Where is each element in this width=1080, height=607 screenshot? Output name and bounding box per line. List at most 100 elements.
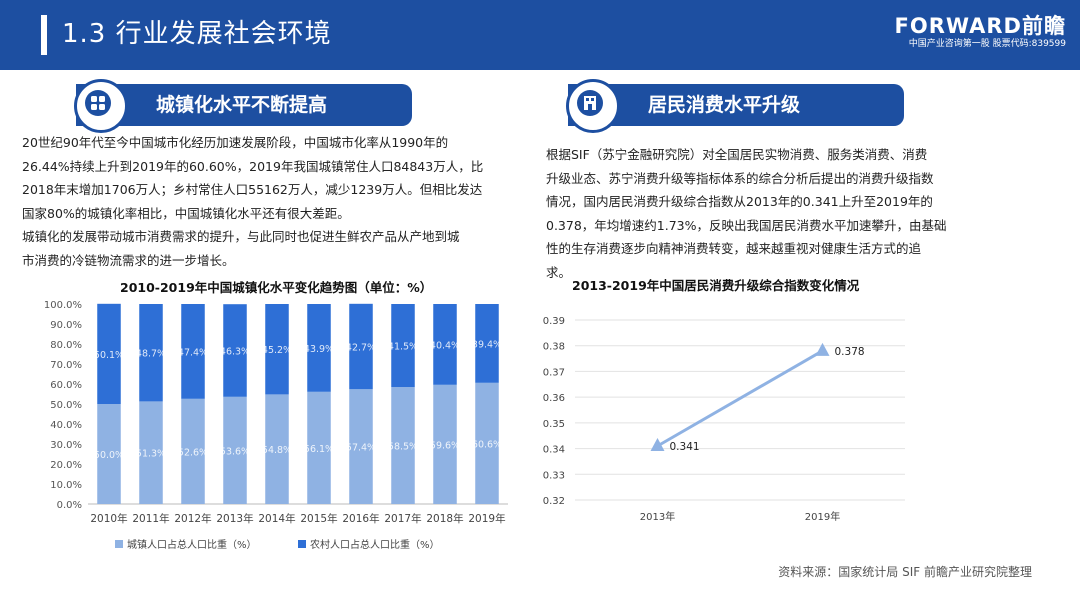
legend-swatch xyxy=(298,540,306,548)
bar-data-label: 43.9% xyxy=(304,344,334,355)
bar-data-label: 56.1% xyxy=(304,444,334,455)
bar-data-label: 59.6% xyxy=(430,440,460,451)
bar-data-label: 50.0% xyxy=(94,450,124,461)
bar-data-label: 39.4% xyxy=(472,339,502,350)
bar-data-label: 54.8% xyxy=(262,445,292,456)
brand-name: FORWARD前瞻 xyxy=(894,14,1066,38)
y-tick-label: 0.35 xyxy=(543,419,565,430)
y-tick-label: 70.0% xyxy=(50,360,82,371)
text-line: 性的生存消费逐步向精神消费转变，越来越重视对健康生活方式的追 xyxy=(546,241,922,256)
data-point-marker xyxy=(650,438,665,451)
bar-rural xyxy=(139,304,163,402)
section-header-urbanization: 城镇化水平不断提高 xyxy=(74,79,412,133)
bar-rural xyxy=(391,304,415,387)
bar-data-label: 57.4% xyxy=(346,443,376,454)
y-tick-label: 0.39 xyxy=(543,316,565,327)
text-line: 26.44%持续上升到2019年的60.60%，2019年我国城镇常住人口848… xyxy=(22,158,484,174)
bar-data-label: 46.3% xyxy=(220,347,250,358)
bar-data-label: 48.7% xyxy=(136,349,166,360)
bar-chart-title: 2010-2019年中国城镇化水平变化趋势图（单位：%） xyxy=(120,280,433,295)
bar-urban xyxy=(181,398,205,504)
y-tick-label: 0.36 xyxy=(543,393,565,404)
series-line xyxy=(656,349,824,448)
text-line: 0.378，年均增速约1.73%，反映出我国居民消费水平加速攀升，由基础 xyxy=(546,217,947,233)
x-tick-label: 2014年 xyxy=(258,512,295,525)
bar-data-label: 58.5% xyxy=(388,442,418,453)
x-tick-label: 2013年 xyxy=(640,510,675,523)
text-line: 城镇化的发展带动城市消费需求的提升，与此同时也促进生鲜农产品从产地到城 xyxy=(22,229,460,244)
brand-logo: FORWARD前瞻 中国产业咨询第一股 股票代码:839599 xyxy=(895,14,1066,51)
bar-data-label: 53.6% xyxy=(220,446,250,457)
line-chart-title: 2013-2019年中国居民消费升级综合指数变化情况 xyxy=(572,278,860,293)
right-paragraph: 根据SIF（苏宁金融研究院）对全国居民实物消费、服务类消费、消费 升级业态、苏宁… xyxy=(546,143,947,284)
text-line: 市消费的冷链物流需求的进一步增长。 xyxy=(22,252,235,268)
text-line: 情况，国内居民消费升级综合指数从2013年的0.341上升至2019年的 xyxy=(546,194,933,209)
bar-rural xyxy=(265,304,289,395)
bar-data-label: 40.4% xyxy=(430,340,460,351)
bar-urban xyxy=(307,391,331,504)
bar-rural xyxy=(475,304,499,383)
x-tick-label: 2012年 xyxy=(174,512,211,525)
section-title-left: 城镇化水平不断提高 xyxy=(156,94,328,116)
bar-data-label: 45.2% xyxy=(262,345,292,356)
text-line: 国家80%的城镇化率相比，中国城镇化水平还有很大差距。 xyxy=(22,205,350,221)
bar-rural xyxy=(349,303,373,390)
y-tick-label: 30.0% xyxy=(50,440,82,451)
y-tick-label: 0.32 xyxy=(543,496,565,507)
section-header-consumption: 居民消费水平升级 xyxy=(566,79,904,133)
y-tick-label: 20.0% xyxy=(50,460,82,471)
section-title-right: 居民消费水平升级 xyxy=(648,94,801,116)
bar-rural xyxy=(433,304,457,385)
point-data-label: 0.378 xyxy=(835,346,865,358)
bar-urban xyxy=(97,404,121,504)
title-accent-bar xyxy=(41,15,47,55)
shop-building-icon xyxy=(566,79,620,133)
page-title: 1.3 行业发展社会环境 xyxy=(62,19,332,49)
bar-data-label: 52.6% xyxy=(178,447,208,458)
point-data-label: 0.341 xyxy=(670,441,700,453)
bar-data-label: 47.4% xyxy=(178,347,208,358)
x-tick-label: 2011年 xyxy=(132,512,169,525)
y-tick-label: 0.38 xyxy=(543,342,565,353)
y-tick-label: 90.0% xyxy=(50,320,82,331)
header-bar: 1.3 行业发展社会环境 FORWARD前瞻 中国产业咨询第一股 股票代码:83… xyxy=(0,0,1080,70)
bar-data-label: 42.7% xyxy=(346,343,376,354)
x-tick-label: 2016年 xyxy=(342,512,379,525)
bar-urban xyxy=(223,396,247,504)
bar-urban xyxy=(391,387,415,504)
text-line: 根据SIF（苏宁金融研究院）对全国居民实物消费、服务类消费、消费 xyxy=(546,147,928,162)
bar-urban xyxy=(349,389,373,504)
x-tick-label: 2015年 xyxy=(300,512,337,525)
y-tick-label: 40.0% xyxy=(50,420,82,431)
y-tick-label: 0.34 xyxy=(543,445,565,456)
left-paragraph: 20世纪90年代至今中国城市化经历加速发展阶段，中国城市化率从1990年的 26… xyxy=(22,131,483,272)
text-line: 升级业态、苏宁消费升级等指标体系的综合分析后提出的消费升级指数 xyxy=(546,170,934,186)
source-note: 资料来源：国家统计局 SIF 前瞻产业研究院整理 xyxy=(778,565,1032,579)
bar-data-label: 41.5% xyxy=(388,342,418,353)
text-line: 20世纪90年代至今中国城市化经历加速发展阶段，中国城市化率从1990年的 xyxy=(22,135,449,150)
legend-label: 城镇人口占总人口比重（%） xyxy=(127,538,257,551)
bar-rural xyxy=(223,304,247,397)
y-tick-label: 10.0% xyxy=(50,480,82,491)
bar-rural xyxy=(307,304,331,392)
x-tick-label: 2019年 xyxy=(805,510,840,523)
bar-data-label: 51.3% xyxy=(136,449,166,460)
grid-circle-icon xyxy=(74,79,128,133)
legend-label: 农村人口占总人口比重（%） xyxy=(310,538,440,551)
bar-urban xyxy=(265,394,289,504)
x-tick-label: 2018年 xyxy=(426,512,463,525)
y-tick-label: 100.0% xyxy=(44,300,82,311)
bar-rural xyxy=(97,303,121,404)
urbanization-bar-chart: 0.0% 10.0% 20.0% 30.0% 40.0% 50.0% 60.0% 70.0% 8… xyxy=(44,300,508,551)
bar-rural xyxy=(181,304,205,399)
consumption-line-chart: 0.32 0.33 0.34 0.35 0.36 0.37 0.38 0.39 2013年 201… xyxy=(543,316,905,523)
y-tick-label: 0.33 xyxy=(543,470,565,481)
text-line: 求。 xyxy=(546,264,572,280)
text-line: 2018年末增加1706万人；乡村常住人口55162万人，减少1239万人。但相… xyxy=(22,182,483,197)
bar-urban xyxy=(475,382,499,504)
bar-data-label: 50.1% xyxy=(94,350,124,361)
y-tick-label: 80.0% xyxy=(50,340,82,351)
data-point-marker xyxy=(815,342,830,356)
legend-swatch xyxy=(115,540,123,548)
x-tick-label: 2019年 xyxy=(468,512,505,525)
